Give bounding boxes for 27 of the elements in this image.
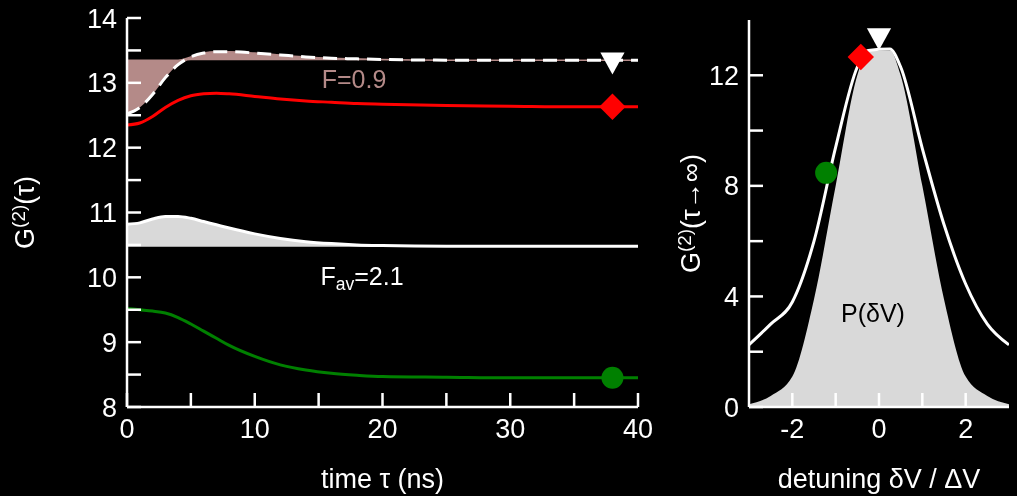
annotation: F=0.9 <box>321 65 387 93</box>
point <box>866 28 892 51</box>
line-series <box>127 91 638 127</box>
x-tick-label: 30 <box>495 414 526 445</box>
x-tick-label: -2 <box>780 414 805 445</box>
y-tick-label: 14 <box>86 3 117 34</box>
y-tick-label: 13 <box>86 68 117 99</box>
x-tick-label: 0 <box>871 414 887 445</box>
x-tick-label: 20 <box>367 414 398 445</box>
y-tick-label: 9 <box>101 327 117 358</box>
x-tick-label: 2 <box>958 414 974 445</box>
y-tick-label: 12 <box>708 60 739 91</box>
annotation: F$_{av}$=2.1 <box>320 262 404 295</box>
y-tick-label: 4 <box>723 282 739 313</box>
point <box>815 161 838 184</box>
y-tick-label: 0 <box>723 392 739 423</box>
x-axis-title: detuning δV / ΔV <box>777 464 981 494</box>
y-tick-label: 12 <box>86 133 117 164</box>
y-tick-label: 8 <box>723 171 739 202</box>
y-tick-label: 8 <box>101 392 117 423</box>
y-tick-label: 11 <box>88 198 117 229</box>
point <box>847 43 874 71</box>
x-tick-label: 40 <box>622 414 654 445</box>
y-tick-label: 10 <box>86 262 117 293</box>
x-axis-title: time τ (ns) <box>320 464 445 494</box>
annotation: P(δV) <box>841 299 905 327</box>
x-tick-label: 10 <box>239 414 270 445</box>
